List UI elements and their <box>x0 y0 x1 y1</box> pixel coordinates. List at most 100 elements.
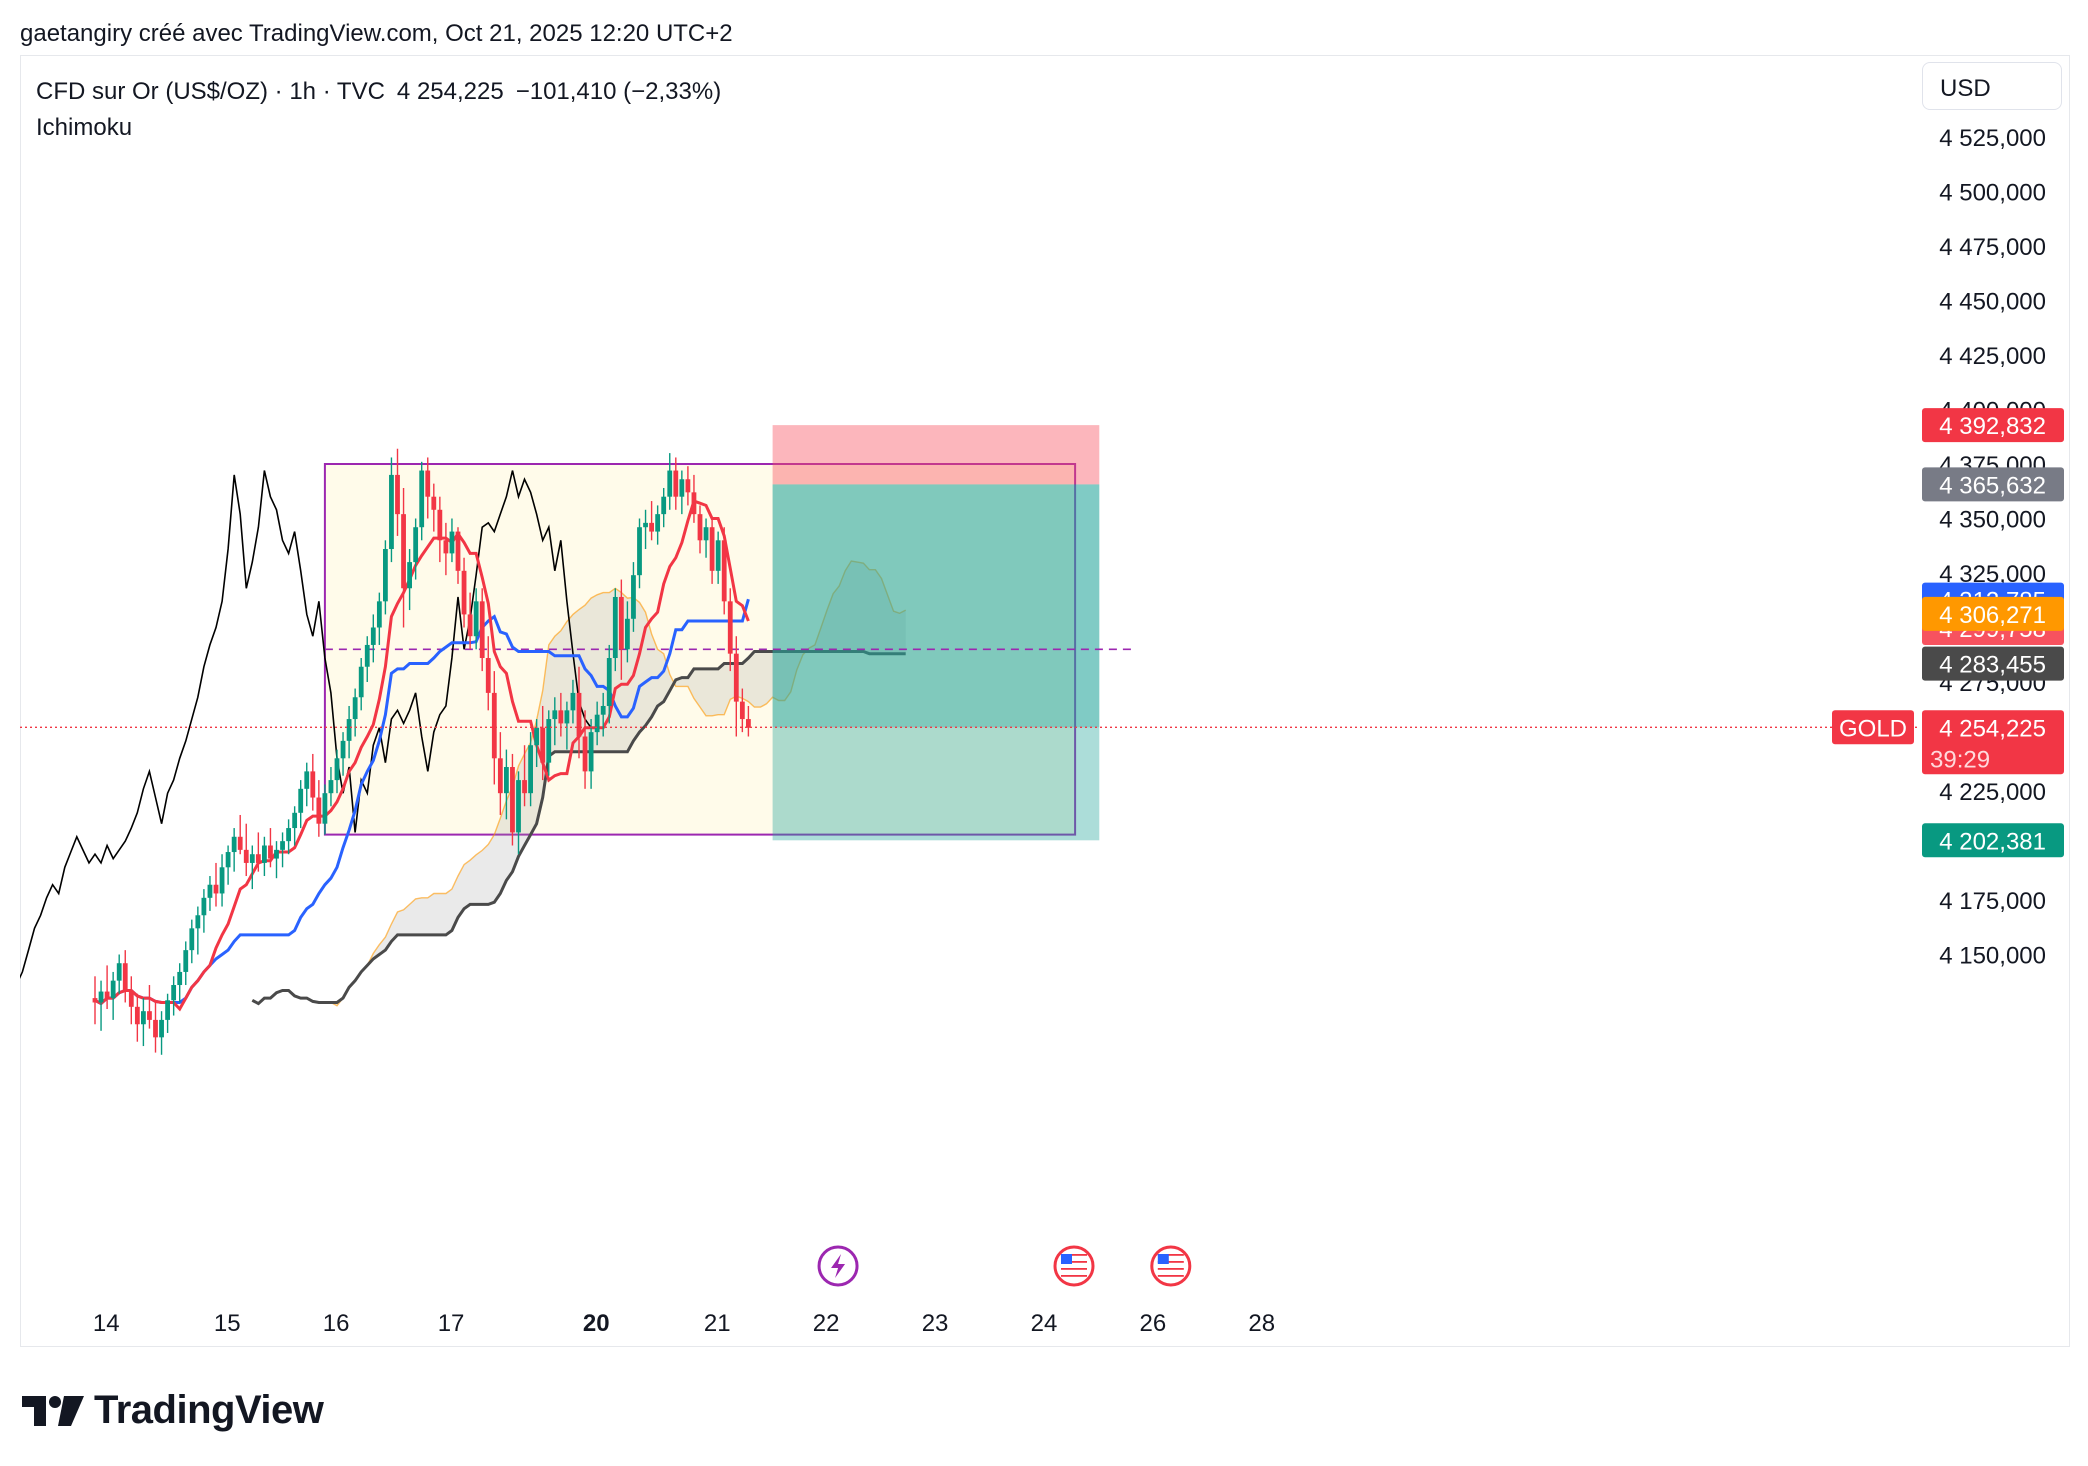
flag-stripe <box>1061 1271 1087 1274</box>
candle <box>364 636 370 682</box>
candle <box>528 732 533 807</box>
candle <box>104 965 110 1009</box>
candle-body <box>625 618 630 650</box>
candle-body <box>268 845 273 859</box>
logo-wordmark: TradingView <box>94 1388 324 1432</box>
candle <box>310 753 316 811</box>
candle <box>122 950 128 1003</box>
candle <box>322 784 328 835</box>
candle-body <box>389 474 394 550</box>
candle <box>516 771 521 855</box>
candle <box>576 666 582 759</box>
candle <box>255 832 261 872</box>
candle-body <box>147 1011 152 1020</box>
candle <box>594 701 600 746</box>
flag-stripe <box>1157 1254 1184 1256</box>
flag-stripe <box>1157 1264 1184 1267</box>
price-label-box <box>1922 823 2064 858</box>
candle-body <box>116 963 122 981</box>
candle-body <box>376 601 382 628</box>
candle <box>413 518 419 580</box>
candle <box>667 453 673 510</box>
candle <box>292 806 298 846</box>
candle <box>425 457 431 519</box>
candle <box>98 980 104 1031</box>
candle-body <box>425 470 431 497</box>
candle <box>564 701 570 750</box>
indicator-label[interactable]: Ichimoku <box>36 114 133 141</box>
candle-body <box>413 527 419 563</box>
candle-body <box>437 509 443 541</box>
symbol-row[interactable]: CFD sur Or (US$/OZ) · 1h · TVC 4 254,225−… <box>36 74 721 110</box>
currency-button[interactable]: USD <box>1922 62 2062 110</box>
candle-body <box>219 867 225 894</box>
x-axis-tick-label: 21 <box>704 1310 731 1337</box>
candle <box>159 1011 164 1055</box>
candle-body <box>110 980 116 999</box>
candle-body <box>310 771 316 798</box>
candle <box>225 845 231 885</box>
price-label-text: 4 306,271 <box>1939 602 2046 629</box>
candle <box>243 823 249 877</box>
candle-body <box>171 985 177 1001</box>
flag-stripe <box>1157 1275 1184 1277</box>
candle <box>715 531 721 584</box>
candle <box>419 461 425 541</box>
x-axis-tick-label: 20 <box>583 1310 610 1337</box>
candle <box>110 971 116 1020</box>
candle-body <box>485 658 491 693</box>
candle-body <box>479 601 485 659</box>
candle-body <box>153 1019 158 1038</box>
x-axis-tick-label: 24 <box>1031 1310 1058 1337</box>
price-label: 4 283,455 <box>1922 646 2064 681</box>
candle-body <box>546 719 552 763</box>
candle <box>298 780 304 829</box>
candle-body <box>649 522 654 532</box>
candle-body <box>262 845 267 863</box>
candle <box>376 592 382 645</box>
y-axis-tick-label: 4 475,000 <box>1939 234 2046 261</box>
candle-body <box>552 710 558 720</box>
candle <box>268 828 273 868</box>
candle <box>383 540 388 615</box>
candle-body <box>746 719 751 728</box>
candle-body <box>455 531 461 571</box>
candle <box>116 954 122 994</box>
price-label-box <box>1922 467 2064 502</box>
candle-body <box>570 692 576 711</box>
candle <box>171 976 177 1016</box>
current-price-label: 4 254,225 39:29 GOLD <box>1832 710 2064 775</box>
candle <box>510 753 515 846</box>
candle-body <box>667 470 673 497</box>
candle <box>625 601 630 663</box>
candle <box>691 474 697 523</box>
candle <box>395 448 400 536</box>
flag-stripe <box>1061 1254 1087 1256</box>
candle <box>606 644 612 724</box>
candle-body <box>564 710 570 724</box>
chart-frame <box>20 55 2070 1347</box>
candle-body <box>510 767 515 833</box>
candle <box>673 457 679 510</box>
candle-body <box>709 527 715 571</box>
candle <box>437 496 443 563</box>
candle-body <box>316 797 322 824</box>
candle-body <box>443 540 449 554</box>
candle <box>280 832 285 868</box>
candle <box>316 780 322 837</box>
us-flag-icon[interactable] <box>1150 1245 1192 1287</box>
candle-body <box>631 575 636 619</box>
us-flag-icon[interactable] <box>1053 1245 1095 1287</box>
candle-body <box>431 496 437 510</box>
candle <box>401 487 406 628</box>
candle-body <box>128 991 134 1007</box>
lightning-icon[interactable] <box>817 1245 859 1287</box>
y-axis-tick-label: 4 450,000 <box>1939 289 2046 316</box>
symbol-tag-text: GOLD <box>1839 715 1907 742</box>
candle-body <box>134 1006 140 1025</box>
tradingview-logo[interactable]: TradingView <box>22 1388 324 1433</box>
candle <box>92 976 98 1025</box>
flag-stripe <box>1061 1275 1087 1277</box>
candle-body <box>497 758 503 794</box>
